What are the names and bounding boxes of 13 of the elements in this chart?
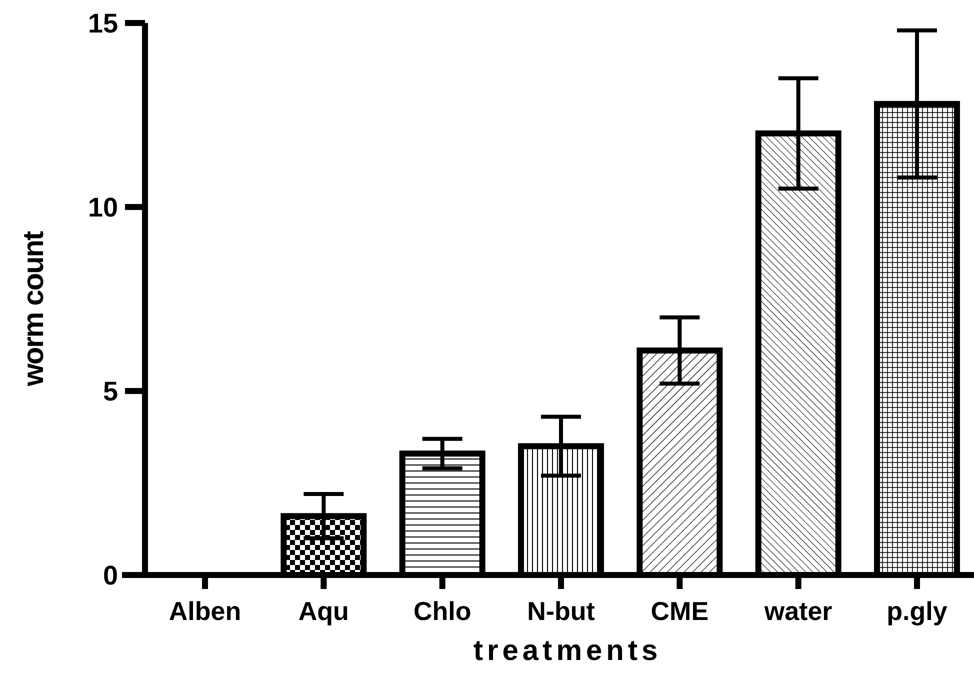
x-tick-label: Alben	[168, 596, 242, 626]
x-tick-label: N-but	[527, 596, 596, 626]
x-tick-label: Chlo	[413, 596, 472, 626]
x-tick-label: CME	[650, 596, 709, 626]
y-tick-label: 10	[88, 192, 118, 222]
y-axis-title: worm count	[18, 230, 50, 388]
y-tick-label: 5	[102, 376, 118, 406]
y-tick-label: 15	[88, 8, 118, 38]
y-tick-label: 0	[102, 560, 118, 590]
x-tick-label: p.gly	[886, 596, 948, 626]
x-axis-title: treatments	[473, 635, 662, 667]
x-tick-label: Aqu	[298, 596, 349, 626]
x-tick-label: water	[763, 596, 832, 626]
